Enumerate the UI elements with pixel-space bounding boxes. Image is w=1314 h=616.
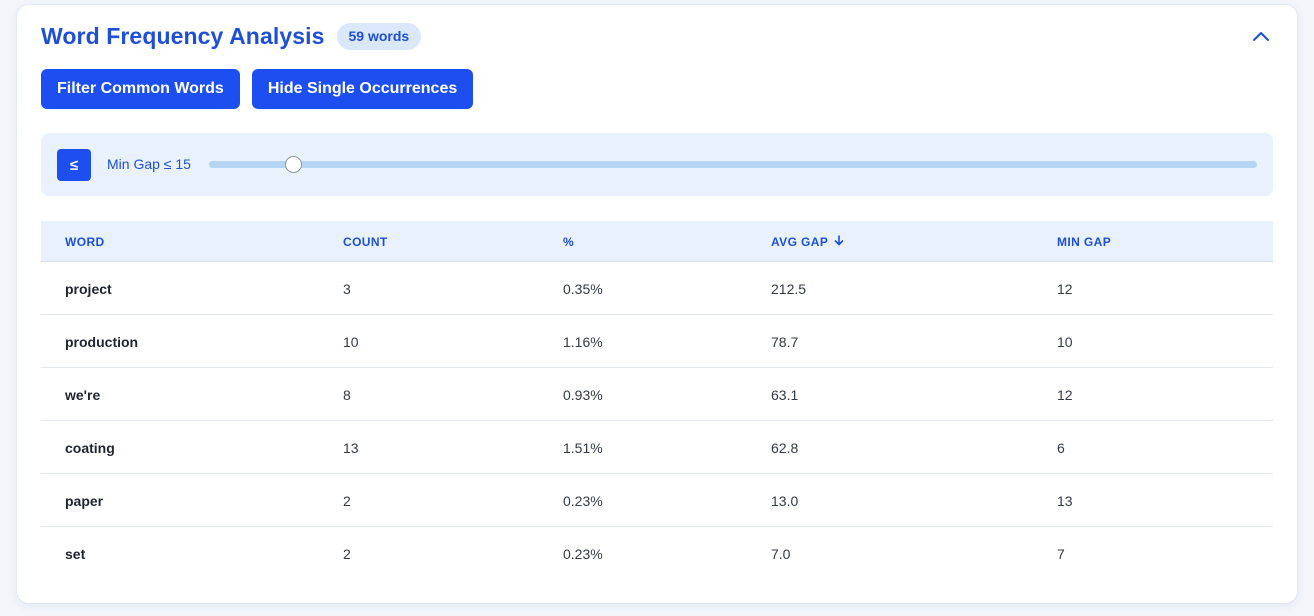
chevron-up-icon xyxy=(1253,32,1269,41)
cell-percent: 0.35% xyxy=(563,281,603,297)
collapse-button[interactable] xyxy=(1249,25,1273,49)
cell-word: project xyxy=(65,281,112,297)
comparison-operator-button[interactable]: ≤ xyxy=(57,149,91,181)
cell-percent: 1.51% xyxy=(563,440,603,456)
table-row: paper 2 0.23% 13.0 13 xyxy=(41,474,1273,527)
cell-avg-gap: 62.8 xyxy=(771,440,799,456)
cell-word: paper xyxy=(65,493,104,509)
column-header-word[interactable]: WORD xyxy=(65,235,105,249)
cell-count: 2 xyxy=(343,493,351,509)
table-row: coating 13 1.51% 62.8 6 xyxy=(41,421,1273,474)
arrow-down-icon xyxy=(834,235,844,246)
cell-word: set xyxy=(65,546,86,562)
cell-avg-gap: 7.0 xyxy=(771,546,791,562)
cell-count: 3 xyxy=(343,281,351,297)
cell-min-gap: 7 xyxy=(1057,546,1065,562)
cell-min-gap: 10 xyxy=(1057,334,1073,350)
word-frequency-panel: Word Frequency Analysis 59 words Filter … xyxy=(17,5,1297,603)
cell-count: 13 xyxy=(343,440,359,456)
cell-percent: 0.23% xyxy=(563,546,603,562)
cell-min-gap: 12 xyxy=(1057,281,1073,297)
column-header-count[interactable]: COUNT xyxy=(343,235,388,249)
cell-word: coating xyxy=(65,440,115,456)
word-frequency-table: WORD COUNT % AVG GAP MIN GAP project 3 0… xyxy=(41,221,1273,580)
action-buttons: Filter Common Words Hide Single Occurren… xyxy=(41,69,474,109)
panel-header: Word Frequency Analysis 59 words xyxy=(41,23,422,50)
table-row: project 3 0.35% 212.5 12 xyxy=(41,262,1273,315)
cell-percent: 1.16% xyxy=(563,334,603,350)
cell-count: 8 xyxy=(343,387,351,403)
cell-min-gap: 12 xyxy=(1057,387,1073,403)
cell-avg-gap: 13.0 xyxy=(771,493,799,509)
table-body: project 3 0.35% 212.5 12 production 10 1… xyxy=(41,262,1273,580)
min-gap-slider[interactable] xyxy=(209,156,1257,173)
cell-count: 10 xyxy=(343,334,359,350)
hide-single-occurrences-button[interactable]: Hide Single Occurrences xyxy=(251,69,474,109)
cell-avg-gap: 63.1 xyxy=(771,387,799,403)
cell-min-gap: 6 xyxy=(1057,440,1065,456)
word-count-badge: 59 words xyxy=(336,23,422,50)
table-header-row: WORD COUNT % AVG GAP MIN GAP xyxy=(41,221,1273,262)
column-header-avg-gap[interactable]: AVG GAP xyxy=(771,235,844,249)
cell-word: production xyxy=(65,334,139,350)
min-gap-filter-bar: ≤ Min Gap ≤ 15 xyxy=(41,133,1273,196)
column-header-percent[interactable]: % xyxy=(563,235,575,249)
cell-avg-gap: 212.5 xyxy=(771,281,807,297)
column-header-min-gap[interactable]: MIN GAP xyxy=(1057,235,1112,249)
slider-thumb[interactable] xyxy=(284,156,302,173)
cell-min-gap: 13 xyxy=(1057,493,1073,509)
cell-word: we're xyxy=(65,387,101,403)
table-row: production 10 1.16% 78.7 10 xyxy=(41,315,1273,368)
filter-common-words-button[interactable]: Filter Common Words xyxy=(41,69,240,109)
cell-count: 2 xyxy=(343,546,351,562)
min-gap-label: Min Gap ≤ 15 xyxy=(107,156,191,172)
table-row: set 2 0.23% 7.0 7 xyxy=(41,527,1273,580)
cell-avg-gap: 78.7 xyxy=(771,334,799,350)
cell-percent: 0.93% xyxy=(563,387,603,403)
table-row: we're 8 0.93% 63.1 12 xyxy=(41,368,1273,421)
cell-percent: 0.23% xyxy=(563,493,603,509)
panel-title: Word Frequency Analysis xyxy=(41,23,325,49)
column-header-avg-gap-label: AVG GAP xyxy=(771,235,829,249)
